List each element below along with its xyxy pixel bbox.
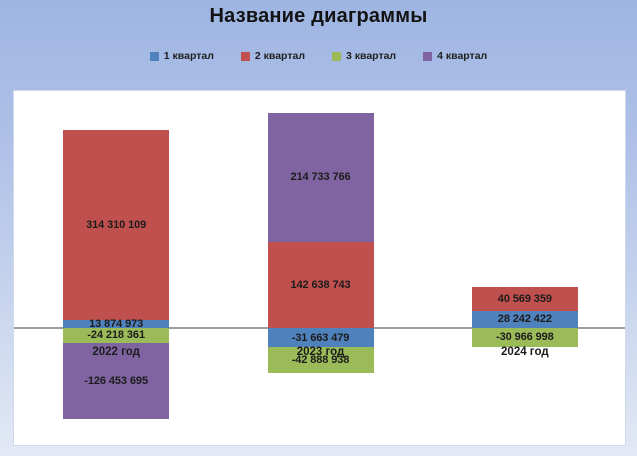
legend-swatch-icon [149, 51, 159, 61]
chart-title[interactable]: Название диаграммы [209, 5, 428, 27]
bar-segment-2024-q3[interactable] [471, 328, 578, 347]
legend-item-2[interactable]: 2 квартал [240, 50, 305, 62]
plot-area: 13 874 973 314 310 109 -24 218 361 -126 453… [13, 90, 626, 446]
legend-swatch-icon [332, 51, 341, 61]
bar-segment-2023-q4[interactable] [267, 112, 374, 243]
bar-segment-2022-q4[interactable] [63, 342, 170, 419]
bar-segment-2023-q1[interactable] [267, 328, 374, 348]
legend-item-1[interactable]: 1 квартал [149, 50, 214, 62]
legend-swatch-icon [423, 51, 433, 61]
bar-segment-2023-q3[interactable] [267, 347, 374, 373]
legend-label: 2 квартал [254, 50, 305, 62]
bar-segment-2022-q1[interactable] [63, 319, 170, 328]
legend-label: 1 квартал [163, 50, 214, 62]
legend-label: 4 квартал [437, 50, 488, 62]
legend-item-4[interactable]: 4 квартал [423, 50, 487, 62]
legend-swatch-icon [240, 51, 250, 61]
bar-segment-2022-q3[interactable] [63, 328, 170, 343]
legend-item-3[interactable]: 3 квартал [332, 50, 396, 62]
bar-segment-2023-q2[interactable] [267, 242, 374, 328]
bar-segment-2024-q1[interactable] [471, 310, 578, 328]
bar-segment-2024-q2[interactable] [471, 286, 578, 311]
category-label: 2024 год [501, 346, 549, 358]
bar-segment-2022-q2[interactable] [63, 130, 170, 320]
legend-label: 3 квартал [346, 50, 397, 62]
chart-legend: 1 квартал 2 квартал 3 квартал 4 квартал [0, 50, 637, 62]
